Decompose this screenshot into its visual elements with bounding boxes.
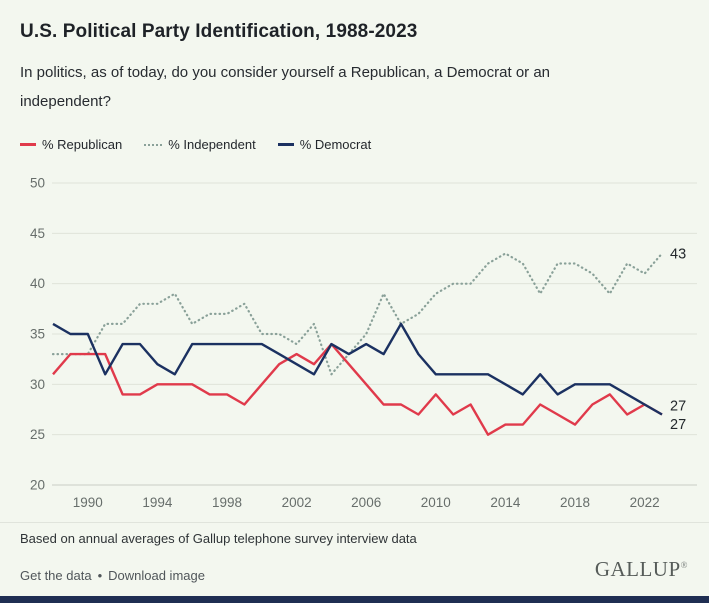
- chart-title: U.S. Political Party Identification, 198…: [20, 21, 418, 42]
- republican-line-icon: [20, 143, 36, 146]
- republican-line: [52, 342, 663, 436]
- source-note: Based on annual averages of Gallup telep…: [20, 531, 417, 546]
- x-axis-label: 2002: [282, 495, 312, 510]
- footer-links: Get the data • Download image: [20, 568, 205, 583]
- x-axis-label: 2018: [560, 495, 590, 510]
- y-axis-label: 40: [30, 276, 45, 291]
- get-the-data-link[interactable]: Get the data: [20, 568, 92, 583]
- democrat-line: [52, 322, 663, 416]
- x-axis-label: 2006: [351, 495, 381, 510]
- gallup-logo: GALLUP®: [594, 557, 688, 581]
- legend-item-democrat: % Democrat: [277, 137, 372, 152]
- link-separator: •: [97, 568, 103, 583]
- end-label-independent: 43: [670, 246, 686, 262]
- y-axis-label: 20: [30, 478, 45, 493]
- chart-subtitle: In politics, as of today, do you conside…: [20, 64, 551, 110]
- x-axis-label: 2010: [421, 495, 451, 510]
- x-axis-label: 1998: [212, 495, 242, 510]
- independent-line-icon: [144, 143, 163, 146]
- legend-item-independent: % Independent: [144, 137, 256, 152]
- bottom-accent-bar: [0, 596, 709, 603]
- y-axis-label: 30: [30, 377, 45, 392]
- democrat-line-icon: [277, 143, 294, 146]
- x-axis-label: 1994: [142, 495, 173, 510]
- legend-label-independent: % Independent: [168, 137, 256, 152]
- chart-legend: % Republican % Independent % Democrat: [20, 137, 371, 152]
- y-axis-label: 50: [30, 176, 45, 191]
- y-axis-label: 35: [30, 327, 45, 342]
- legend-item-republican: % Republican: [20, 137, 122, 152]
- legend-label-republican: % Republican: [42, 137, 123, 152]
- legend-label-democrat: % Democrat: [299, 137, 372, 152]
- y-axis-label: 45: [30, 226, 45, 241]
- x-axis-label: 2014: [490, 495, 521, 510]
- x-axis-label: 1990: [73, 495, 103, 510]
- x-axis-label: 2022: [630, 495, 660, 510]
- y-axis-label: 25: [30, 427, 45, 442]
- download-image-link[interactable]: Download image: [108, 568, 205, 583]
- end-label-republican: 27: [670, 398, 686, 414]
- end-label-democrat: 27: [670, 417, 686, 433]
- independent-line: [51, 252, 664, 376]
- registered-mark: ®: [680, 560, 688, 570]
- footer-divider: [0, 522, 709, 523]
